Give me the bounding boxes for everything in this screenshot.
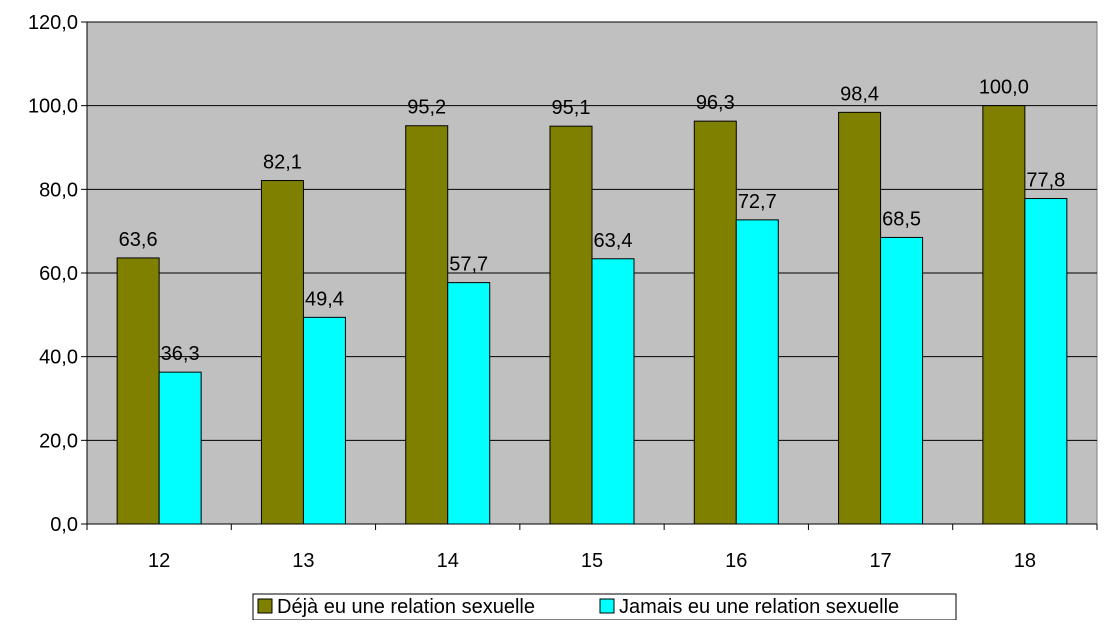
data-label-series1-15: 95,1 xyxy=(552,97,591,119)
data-label-series2-14: 57,7 xyxy=(449,254,488,276)
bars xyxy=(116,105,1068,525)
x-tick-label-16: 16 xyxy=(725,550,747,572)
y-tick-label-1: 20,0 xyxy=(39,430,78,452)
y-tick-label-3: 60,0 xyxy=(39,263,78,285)
y-tick-label-4: 80,0 xyxy=(39,179,78,201)
bar-series2-13 xyxy=(302,316,346,525)
data-label-series2-13: 49,4 xyxy=(305,288,344,310)
bar-series1-14 xyxy=(405,125,449,525)
bar-series1-12 xyxy=(116,257,160,525)
x-tick-label-18: 18 xyxy=(1014,550,1036,572)
data-label-series1-12: 63,6 xyxy=(119,229,158,251)
bar-series2-17 xyxy=(880,236,924,525)
y-axis: 0,0 20,0 40,0 60,0 80,0 100,0 120,0 xyxy=(28,12,88,536)
y-tick-label-0: 0,0 xyxy=(50,514,78,536)
bar-series1-16 xyxy=(693,120,737,525)
data-label-series2-15: 63,4 xyxy=(594,230,633,252)
bar-series2-16 xyxy=(735,219,779,525)
y-tick-label-2: 40,0 xyxy=(39,347,78,369)
bar-series2-18 xyxy=(1024,198,1068,525)
legend: Déjà eu une relation sexuelle Jamais eu … xyxy=(252,593,957,621)
y-tick-label-5: 100,0 xyxy=(28,96,78,118)
legend-swatch-jamais xyxy=(599,598,615,614)
data-label-series1-14: 95,2 xyxy=(407,97,446,119)
x-tick-label-12: 12 xyxy=(148,550,170,572)
data-label-series1-16: 96,3 xyxy=(696,92,735,114)
data-label-series1-18: 100,0 xyxy=(979,77,1029,99)
bar-series2-12 xyxy=(158,371,202,525)
data-label-series2-17: 68,5 xyxy=(882,208,921,230)
y-tick-label-6: 120,0 xyxy=(28,12,78,34)
data-label-series2-18: 77,8 xyxy=(1026,170,1065,192)
bar-series1-17 xyxy=(838,111,882,525)
data-label-series2-16: 72,7 xyxy=(738,191,777,213)
legend-label-deja: Déjà eu une relation sexuelle xyxy=(277,596,535,618)
legend-swatch-deja xyxy=(257,598,273,614)
data-label-series1-13: 82,1 xyxy=(263,152,302,174)
legend-label-jamais: Jamais eu une relation sexuelle xyxy=(619,596,899,618)
data-label-series1-17: 98,4 xyxy=(840,83,879,105)
x-tick-label-15: 15 xyxy=(581,550,603,572)
x-tick-label-13: 13 xyxy=(292,550,314,572)
bar-series1-18 xyxy=(982,105,1026,525)
bar-series1-15 xyxy=(549,125,593,525)
x-tick-label-17: 17 xyxy=(869,550,891,572)
bar-series2-15 xyxy=(591,258,635,525)
bar-series2-14 xyxy=(447,282,491,525)
data-labels: 63,6 82,1 95,2 95,1 96,3 98,4 100,0 36,3 49,4 57,… xyxy=(119,77,1066,365)
data-label-series2-12: 36,3 xyxy=(161,343,200,365)
gridlines xyxy=(87,21,1097,441)
x-tick-label-14: 14 xyxy=(437,550,459,572)
bar-series1-13 xyxy=(260,180,304,525)
x-axis: 12 13 14 15 16 17 18 xyxy=(86,523,1098,572)
